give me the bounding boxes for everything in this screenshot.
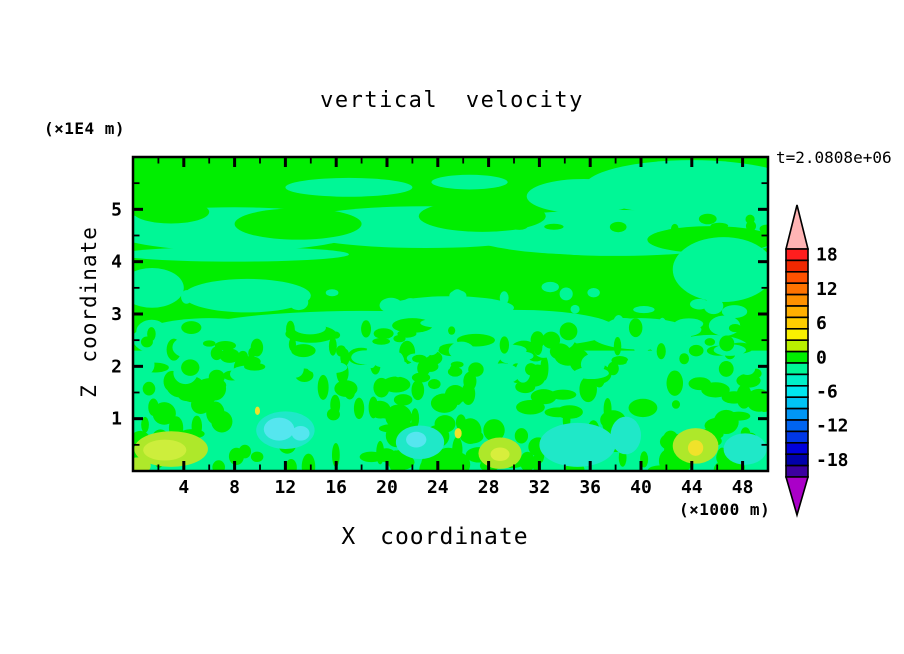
colorbar-segment: [785, 384, 809, 398]
colorbar-segment: [785, 293, 809, 307]
colorbar-label: 18: [816, 245, 838, 266]
colorbar-segment: [785, 441, 809, 455]
x-tick-label: 40: [630, 477, 652, 498]
colorbar-segment: [785, 305, 809, 319]
colorbar-segment: [785, 396, 809, 410]
colorbar-segment: [785, 270, 809, 284]
colorbar-label: 6: [816, 313, 827, 334]
z-tick-label: 5: [111, 199, 122, 220]
x-tick-label: 36: [579, 477, 601, 498]
colorbar-label: -12: [816, 416, 849, 437]
axis-frame-and-ticks: [131, 155, 770, 473]
colorbar-segment: [785, 316, 809, 330]
colorbar-segment: [785, 327, 809, 341]
x-axis-unit-label: (×1000 m): [679, 500, 771, 519]
x-tick-label: 8: [229, 477, 240, 498]
colorbar-label: -6: [816, 382, 838, 403]
colorbar-over-arrow: [784, 204, 810, 250]
x-tick-label: 28: [478, 477, 500, 498]
z-tick-label: 1: [111, 409, 122, 430]
colorbar-segment: [785, 453, 809, 467]
colorbar-label: 0: [816, 347, 827, 368]
x-tick-label: 48: [732, 477, 754, 498]
z-axis-unit-label: (×1E4 m): [44, 119, 126, 138]
colorbar-segment: [785, 339, 809, 353]
colorbar-segment: [785, 259, 809, 273]
colorbar-under-arrow: [784, 476, 810, 518]
colorbar-label: -18: [816, 450, 849, 471]
plot-title: vertical velocity: [320, 88, 584, 113]
x-tick-label: 32: [529, 477, 551, 498]
x-tick-label: 12: [275, 477, 297, 498]
colorbar-segment: [785, 430, 809, 444]
colorbar-segment: [785, 373, 809, 387]
x-tick-label: 4: [178, 477, 189, 498]
x-tick-label: 16: [325, 477, 347, 498]
contour-field: [133, 157, 768, 471]
colorbar: 18 12 6 0 -6 -12 -18: [784, 204, 849, 518]
z-tick-label: 2: [111, 356, 122, 377]
x-axis-title: X coordinate: [341, 524, 529, 550]
x-tick-label: 44: [681, 477, 703, 498]
colorbar-label: 12: [816, 279, 838, 300]
colorbar-segment: [785, 419, 809, 433]
z-tick-label: 3: [111, 304, 122, 325]
colorbar-segment: [785, 362, 809, 376]
colorbar-segment: [785, 464, 809, 478]
colorbar-segment: [785, 407, 809, 421]
time-label: t=2.0808e+06: [776, 148, 892, 167]
colorbar-segment: [785, 350, 809, 364]
x-tick-label: 24: [427, 477, 449, 498]
colorbar-segment: [785, 282, 809, 296]
colorbar-segment: [785, 248, 809, 262]
x-tick-label: 20: [376, 477, 398, 498]
z-tick-label: 4: [111, 252, 122, 273]
